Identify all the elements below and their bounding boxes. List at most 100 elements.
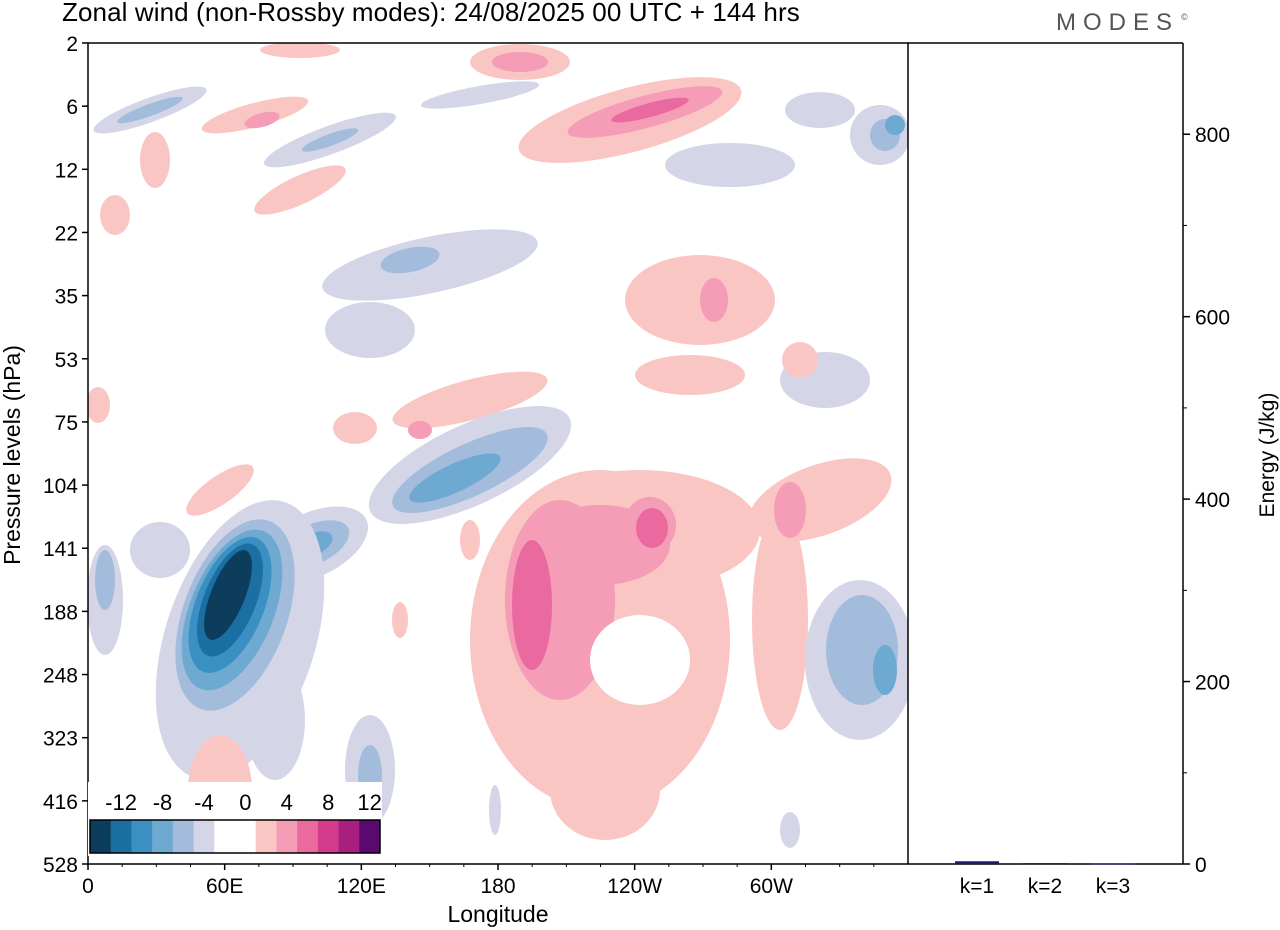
x-tick-label: 60W	[750, 875, 793, 898]
colorbar-swatch	[110, 820, 132, 853]
contour-region	[409, 453, 501, 503]
contour-region	[873, 645, 897, 695]
contour-region	[489, 785, 501, 835]
contour-region	[590, 615, 690, 705]
colorbar-label: -8	[153, 790, 173, 815]
colorbar-swatch	[90, 820, 112, 853]
y-tick-label: 248	[43, 665, 78, 688]
contour-region	[700, 278, 728, 322]
colorbar-swatch	[317, 820, 340, 853]
contour-region	[512, 540, 552, 670]
colorbar-swatch	[172, 820, 195, 853]
contour-region	[380, 246, 440, 274]
contour-region	[100, 195, 130, 235]
energy-tick-label: 800	[1195, 124, 1230, 147]
energy-axis: 0 200 400 600 800	[1183, 124, 1230, 877]
colorbar: -12 -8 -4 0 4 8 12	[88, 782, 382, 856]
contour-region	[492, 52, 548, 72]
energy-axis-title: Energy (J/kg)	[1256, 393, 1279, 518]
contour-region	[550, 740, 660, 840]
energy-bar	[955, 861, 999, 864]
colorbar-label: 0	[239, 790, 251, 815]
energy-bar-label: k=2	[1028, 875, 1062, 898]
contour-region	[785, 92, 855, 128]
y-tick-label: 323	[43, 728, 78, 751]
colorbar-swatch	[255, 820, 277, 853]
contour-region	[752, 510, 808, 730]
colorbar-swatch	[131, 820, 153, 853]
y-tick-label: 35	[55, 286, 78, 309]
contour-region	[325, 302, 415, 358]
colorbar-swatch	[152, 820, 174, 853]
contour-region	[885, 115, 905, 135]
colorbar-swatch	[338, 820, 360, 853]
contour-region	[611, 97, 689, 123]
contour-region	[333, 412, 377, 444]
contour-region	[635, 355, 745, 395]
x-axis-title: Longitude	[447, 901, 548, 927]
y-tick-label: 188	[43, 601, 78, 624]
energy-tick-label: 600	[1195, 307, 1230, 330]
energy-tick-label: 0	[1195, 854, 1207, 877]
y-tick-label: 6	[66, 96, 78, 119]
contour-region	[774, 482, 806, 538]
colorbar-swatch	[276, 820, 298, 853]
y-tick-label: 141	[43, 538, 78, 561]
x-tick-label: 0	[82, 875, 94, 898]
colorbar-label: 4	[281, 790, 293, 815]
contour-region	[636, 508, 668, 548]
pressure-axis: 2 6 12 22 35 53 75 104 141 188 248 323 416 528	[43, 33, 88, 877]
contour-region	[245, 660, 305, 780]
x-tick-label: 180	[480, 875, 515, 898]
contour-region	[130, 522, 190, 578]
energy-bar	[1023, 863, 1067, 865]
colorbar-swatch	[193, 820, 215, 853]
contour-region	[301, 128, 359, 152]
wind-contour-field	[88, 43, 908, 848]
x-tick-label: 60E	[206, 875, 243, 898]
colorbar-swatch	[297, 820, 319, 853]
colorbar-label: 8	[322, 790, 334, 815]
longitude-axis: 0 60E 120E 180 120W 60W	[82, 864, 875, 898]
contour-region	[244, 111, 280, 129]
contour-region	[186, 464, 254, 516]
y-tick-label: 104	[43, 475, 78, 498]
contour-region	[254, 165, 346, 215]
x-tick-label: 120W	[607, 875, 662, 898]
energy-bar-label: k=1	[960, 875, 994, 898]
contour-region	[140, 132, 170, 188]
energy-tick-label: 200	[1195, 672, 1230, 695]
contour-region	[260, 43, 340, 58]
energy-bar-label: k=3	[1096, 875, 1130, 898]
colorbar-swatch	[359, 820, 381, 853]
energy-tick-label: 400	[1195, 489, 1230, 512]
y-tick-label: 53	[55, 349, 78, 372]
colorbar-label: -12	[105, 790, 137, 815]
energy-bars: k=1 k=2 k=3	[955, 861, 1135, 898]
contour-region	[117, 96, 183, 124]
contour-region	[460, 520, 480, 560]
contour-region	[95, 550, 115, 610]
y-axis-title: Pressure levels (hPa)	[0, 345, 25, 565]
contour-region	[408, 421, 432, 439]
colorbar-label: -4	[194, 790, 214, 815]
contour-region	[780, 812, 800, 848]
chart-title: Zonal wind (non-Rossby modes): 24/08/202…	[62, 0, 800, 27]
contour-region	[204, 550, 252, 640]
colorbar-frame	[89, 819, 381, 854]
contour-region	[392, 602, 408, 638]
energy-bar	[1091, 863, 1135, 865]
y-tick-label: 528	[43, 854, 78, 877]
colorbar-label: 12	[357, 790, 381, 815]
contour-region	[88, 387, 110, 423]
y-tick-label: 22	[55, 222, 78, 245]
x-tick-label: 120E	[337, 875, 386, 898]
y-tick-label: 12	[55, 159, 78, 182]
contour-region	[782, 342, 818, 378]
contour-region	[665, 143, 795, 187]
brand-logo: MODES	[1056, 9, 1180, 36]
y-tick-label: 75	[55, 412, 78, 435]
contour-region	[392, 371, 548, 429]
colorbar-swatch	[235, 820, 257, 853]
